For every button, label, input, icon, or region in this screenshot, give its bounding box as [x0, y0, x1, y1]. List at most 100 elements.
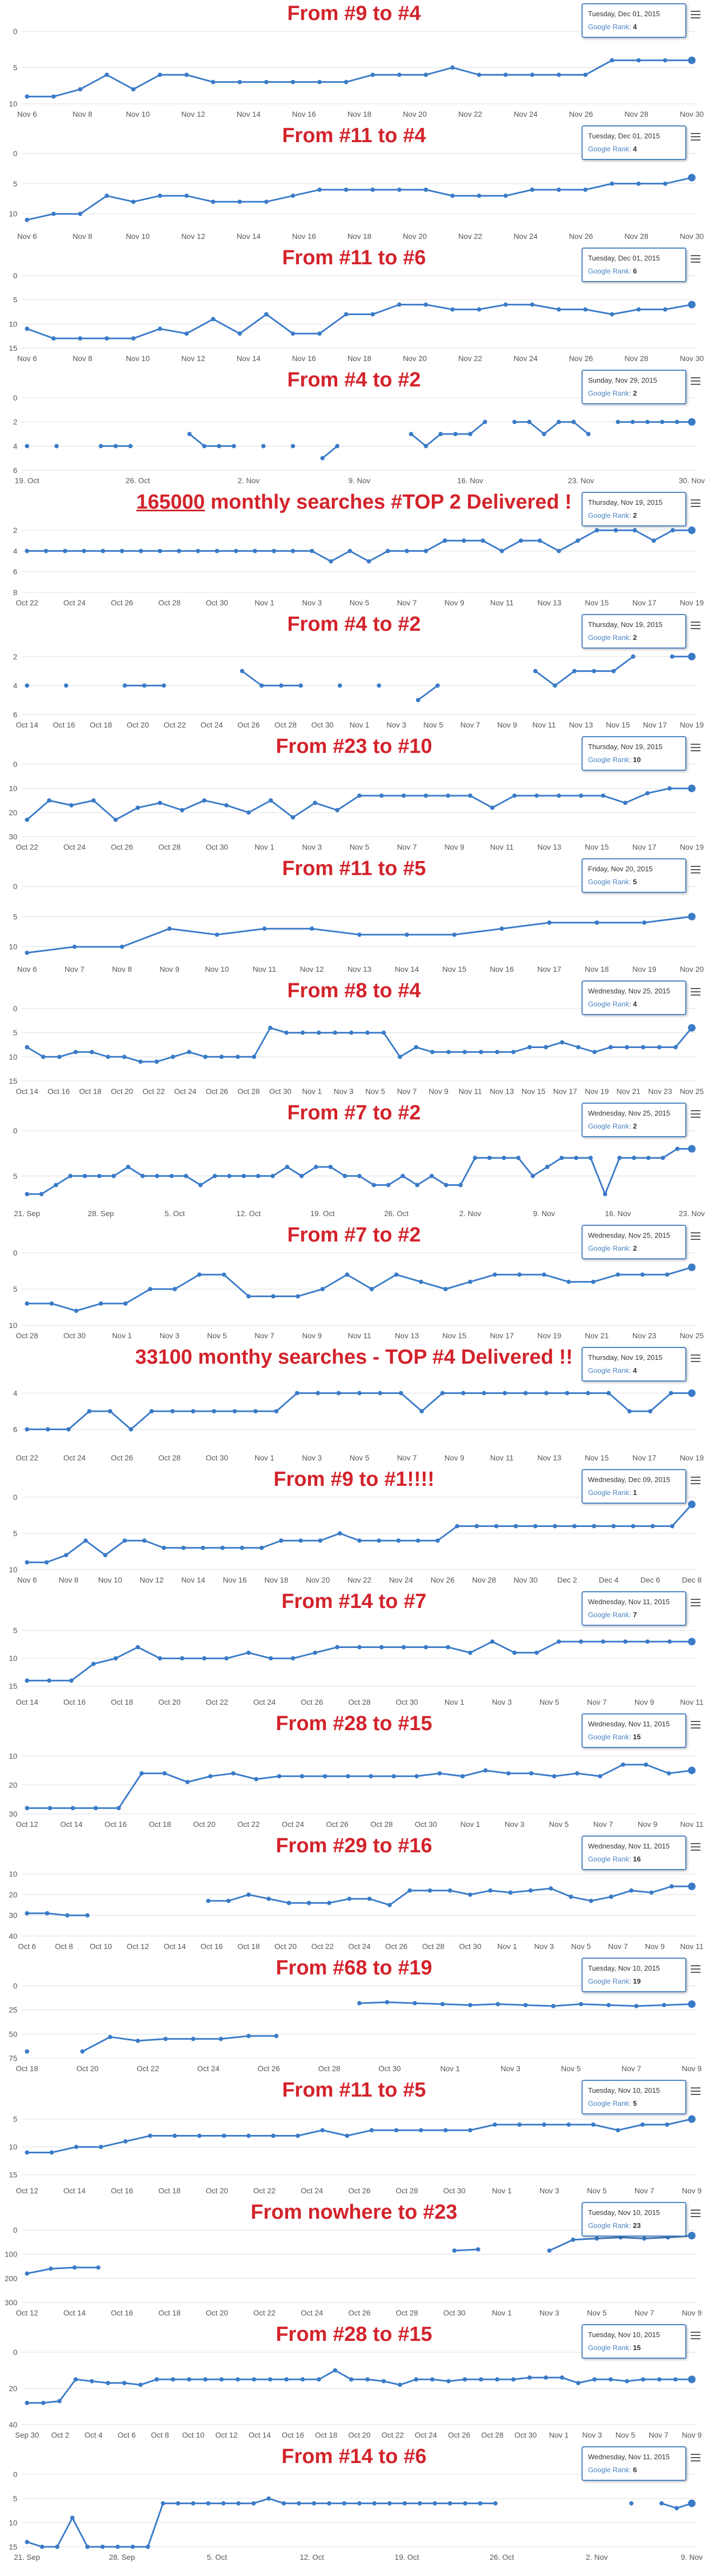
- rank-point[interactable]: [246, 1650, 251, 1655]
- rank-point[interactable]: [256, 1173, 261, 1178]
- rank-point[interactable]: [25, 2150, 29, 2155]
- chart-menu-icon[interactable]: [691, 133, 700, 141]
- rank-point[interactable]: [187, 432, 192, 436]
- rank-point[interactable]: [98, 1301, 103, 1306]
- rank-point[interactable]: [631, 654, 636, 659]
- rank-point[interactable]: [72, 944, 77, 949]
- chart-menu-icon[interactable]: [691, 2087, 700, 2095]
- rank-point[interactable]: [336, 1391, 341, 1396]
- rank-point[interactable]: [106, 2380, 110, 2385]
- rank-point[interactable]: [65, 1913, 70, 1918]
- rank-point[interactable]: [171, 1055, 175, 1059]
- rank-point[interactable]: [162, 1771, 167, 1776]
- rank-point[interactable]: [54, 1183, 58, 1187]
- rank-point[interactable]: [476, 2247, 480, 2252]
- rank-point[interactable]: [185, 1780, 190, 1785]
- current-rank-point[interactable]: [688, 912, 696, 920]
- rank-point[interactable]: [665, 1272, 670, 1277]
- rank-point[interactable]: [104, 336, 109, 341]
- rank-point[interactable]: [398, 1391, 403, 1396]
- rank-point[interactable]: [25, 549, 29, 553]
- rank-point[interactable]: [282, 2501, 286, 2506]
- rank-point[interactable]: [557, 188, 561, 192]
- rank-point[interactable]: [239, 669, 244, 673]
- rank-point[interactable]: [119, 944, 124, 949]
- chart-menu-icon[interactable]: [691, 11, 700, 18]
- rank-point[interactable]: [167, 926, 172, 931]
- rank-point[interactable]: [440, 2001, 445, 2006]
- rank-point[interactable]: [645, 1639, 650, 1644]
- rank-point[interactable]: [329, 559, 333, 564]
- rank-point[interactable]: [617, 1156, 622, 1160]
- rank-point[interactable]: [616, 2128, 620, 2133]
- rank-point[interactable]: [203, 1055, 208, 1059]
- rank-point[interactable]: [51, 336, 56, 341]
- rank-point[interactable]: [344, 188, 349, 192]
- rank-point[interactable]: [443, 1287, 448, 1291]
- rank-point[interactable]: [344, 312, 349, 317]
- rank-point[interactable]: [625, 1045, 629, 1050]
- rank-point[interactable]: [394, 1272, 399, 1277]
- rank-point[interactable]: [158, 72, 162, 77]
- chart-menu-icon[interactable]: [691, 1843, 700, 1851]
- rank-point[interactable]: [271, 2133, 276, 2138]
- rank-point[interactable]: [142, 683, 147, 688]
- rank-point[interactable]: [306, 1900, 311, 1905]
- rank-point[interactable]: [601, 793, 605, 798]
- rank-point[interactable]: [530, 188, 535, 192]
- rank-point[interactable]: [517, 2122, 522, 2127]
- rank-point[interactable]: [387, 2501, 392, 2506]
- rank-point[interactable]: [613, 528, 618, 533]
- current-rank-point[interactable]: [688, 1766, 696, 1774]
- rank-point[interactable]: [291, 444, 295, 449]
- rank-point[interactable]: [552, 683, 557, 688]
- rank-point[interactable]: [136, 1645, 140, 1650]
- rank-point[interactable]: [483, 1768, 488, 1773]
- rank-point[interactable]: [414, 1045, 418, 1050]
- rank-point[interactable]: [211, 317, 216, 322]
- rank-point[interactable]: [625, 2379, 629, 2384]
- rank-point[interactable]: [512, 793, 517, 798]
- rank-point[interactable]: [616, 1272, 620, 1277]
- rank-point[interactable]: [424, 1645, 428, 1650]
- rank-point[interactable]: [119, 549, 124, 553]
- current-rank-point[interactable]: [688, 526, 696, 535]
- rank-point[interactable]: [609, 1045, 613, 1050]
- rank-point[interactable]: [606, 2003, 611, 2007]
- rank-point[interactable]: [367, 1897, 372, 1901]
- rank-point[interactable]: [335, 807, 339, 812]
- rank-point[interactable]: [335, 1645, 339, 1650]
- rank-point[interactable]: [236, 1055, 240, 1059]
- rank-point[interactable]: [78, 211, 83, 216]
- rank-point[interactable]: [424, 72, 428, 77]
- rank-point[interactable]: [138, 2383, 143, 2387]
- rank-point[interactable]: [155, 1173, 159, 1178]
- rank-point[interactable]: [463, 2377, 467, 2382]
- current-rank-point[interactable]: [688, 301, 696, 309]
- chart-menu-icon[interactable]: [691, 2454, 700, 2461]
- rank-point[interactable]: [343, 1173, 348, 1178]
- rank-point[interactable]: [231, 444, 236, 449]
- rank-point[interactable]: [320, 2128, 325, 2133]
- rank-point[interactable]: [463, 2501, 467, 2506]
- rank-point[interactable]: [277, 1774, 282, 1779]
- rank-point[interactable]: [313, 800, 317, 805]
- rank-point[interactable]: [169, 1173, 174, 1178]
- rank-point[interactable]: [268, 1025, 272, 1030]
- rank-point[interactable]: [25, 326, 29, 331]
- rank-point[interactable]: [516, 1156, 521, 1160]
- rank-point[interactable]: [503, 302, 508, 307]
- rank-point[interactable]: [566, 2122, 571, 2127]
- rank-point[interactable]: [91, 798, 96, 803]
- rank-point[interactable]: [418, 1279, 423, 1284]
- rank-point[interactable]: [206, 2501, 211, 2506]
- rank-point[interactable]: [610, 58, 615, 63]
- rank-point[interactable]: [220, 1545, 225, 1550]
- rank-point[interactable]: [657, 2377, 662, 2382]
- rank-point[interactable]: [212, 1173, 217, 1178]
- rank-point[interactable]: [108, 1409, 112, 1413]
- rank-point[interactable]: [180, 807, 184, 812]
- rank-point[interactable]: [468, 1279, 472, 1284]
- rank-point[interactable]: [610, 312, 615, 317]
- rank-point[interactable]: [104, 72, 109, 77]
